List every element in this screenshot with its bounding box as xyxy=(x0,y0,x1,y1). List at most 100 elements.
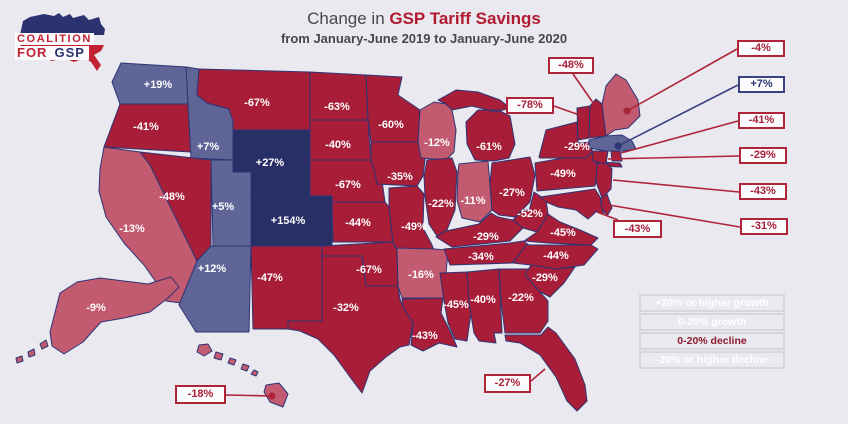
callout-me-value: -4% xyxy=(737,40,785,57)
state-mi-label: -61% xyxy=(476,141,502,153)
state-ia-label: -35% xyxy=(387,171,413,183)
callout-hi-value: -18% xyxy=(175,385,226,404)
state-tx-label: -32% xyxy=(333,302,359,314)
legend-item-decline-high: -20% or higher decline xyxy=(639,351,785,369)
state-ks-label: -44% xyxy=(345,217,371,229)
state-ct xyxy=(591,150,609,165)
state-ok-label: -67% xyxy=(356,264,382,276)
state-va-label: -45% xyxy=(550,227,576,239)
coalition-for-gsp-logo: COALITION FOR GSP xyxy=(14,8,110,72)
state-ut-label: +5% xyxy=(212,201,235,213)
logo-text-coalition: COALITION xyxy=(15,33,94,45)
logo-text-for: FOR xyxy=(17,45,48,60)
callout-ct-line xyxy=(607,155,740,160)
state-ak xyxy=(15,276,180,364)
states-layer xyxy=(15,62,641,412)
page-subtitle: from January-June 2019 to January-June 2… xyxy=(280,31,568,46)
callout-me-line xyxy=(626,48,738,112)
legend-item-decline-low: 0-20% decline xyxy=(639,332,785,350)
state-ga-label: -22% xyxy=(508,292,534,304)
callout-nj-value: -43% xyxy=(739,183,787,200)
state-la xyxy=(401,297,458,352)
state-nd-label: -63% xyxy=(324,101,350,113)
state-nc-label: -44% xyxy=(543,250,569,262)
state-va xyxy=(523,213,599,246)
state-nc xyxy=(512,244,599,270)
state-il xyxy=(423,157,458,237)
callout-ma-line xyxy=(617,84,739,147)
callout-md-line xyxy=(596,211,619,221)
state-vt xyxy=(576,105,591,141)
state-az-label: +12% xyxy=(198,263,227,275)
state-oh-label: -27% xyxy=(499,187,525,199)
state-hi xyxy=(196,343,289,408)
callout-ma-value: +7% xyxy=(738,76,785,93)
callout-vt-line xyxy=(553,105,586,118)
state-nm xyxy=(250,245,323,330)
state-or-label: -41% xyxy=(133,121,159,133)
logo-text-for-gsp: FOR GSP xyxy=(15,46,89,60)
state-in xyxy=(456,160,493,223)
state-ak-label: -9% xyxy=(86,302,106,314)
callout-me-dot xyxy=(623,107,631,115)
legend: +20% or higher growth 0-20% growth 0-20%… xyxy=(639,294,785,370)
state-nv-label: -48% xyxy=(159,191,185,203)
state-labels-layer: +19% -41% -13% +7% -48% +5% +12% -67% +27% +154% -… xyxy=(86,79,590,342)
callout-hi-dot xyxy=(268,392,276,400)
callout-hi-line xyxy=(225,394,273,397)
state-me xyxy=(601,73,641,137)
legend-item-growth-low: 0-20% growth xyxy=(639,313,785,331)
state-ky-label: -29% xyxy=(473,231,499,243)
callout-ri-value: -41% xyxy=(738,112,785,129)
state-al-label: -40% xyxy=(470,294,496,306)
state-de xyxy=(600,193,613,217)
callout-md-value: -43% xyxy=(613,220,662,238)
callout-ct-value: -29% xyxy=(739,147,787,164)
callout-nj-line xyxy=(612,179,740,193)
state-ny-label: -29% xyxy=(564,141,590,153)
page-title: Change in GSP Tariff Savings xyxy=(0,9,848,29)
state-al xyxy=(466,268,503,344)
callout-dots-layer xyxy=(268,107,631,400)
callout-de-line xyxy=(608,204,741,228)
callout-de-value: -31% xyxy=(740,218,788,235)
state-mi xyxy=(437,89,516,162)
state-mn xyxy=(365,74,421,143)
state-az xyxy=(178,245,252,333)
state-ky xyxy=(435,212,524,248)
title-highlight: GSP Tariff Savings xyxy=(389,9,541,28)
state-mo-label: -49% xyxy=(401,221,427,233)
state-nj xyxy=(595,159,613,199)
state-sd-label: -40% xyxy=(325,139,351,151)
callout-fl-value: -27% xyxy=(484,374,531,393)
state-fl xyxy=(504,326,588,412)
state-wi-label: -12% xyxy=(424,137,450,149)
callout-ri-line xyxy=(620,120,739,154)
state-wi xyxy=(417,101,457,161)
state-in-label: -11% xyxy=(460,195,485,207)
callout-ma-dot xyxy=(614,142,622,150)
callout-nh-value: -48% xyxy=(548,57,594,74)
state-co-label: +154% xyxy=(271,215,306,227)
state-mt-label: -67% xyxy=(244,97,270,109)
state-wa-label: +19% xyxy=(144,79,173,91)
state-nm-label: -47% xyxy=(257,272,283,284)
state-mn-label: -60% xyxy=(378,119,404,131)
state-wv-label: -52% xyxy=(517,208,543,220)
callout-lines-layer xyxy=(225,48,741,397)
state-oh xyxy=(489,156,536,218)
callout-vt-value: -78% xyxy=(506,97,554,114)
state-wy-label: +27% xyxy=(256,157,285,169)
logo-text-gsp: GSP xyxy=(54,45,85,60)
state-ne-label: -67% xyxy=(335,179,361,191)
state-il-label: -22% xyxy=(428,198,454,210)
state-mo xyxy=(388,185,435,251)
state-ca-label: -13% xyxy=(119,223,145,235)
state-id-label: +7% xyxy=(197,141,220,153)
state-ar-label: -16% xyxy=(408,269,434,281)
state-ms-label: -45% xyxy=(443,299,469,311)
callout-fl-line xyxy=(530,368,546,382)
legend-item-growth-high: +20% or higher growth xyxy=(639,294,785,312)
state-pa-label: -49% xyxy=(550,168,576,180)
